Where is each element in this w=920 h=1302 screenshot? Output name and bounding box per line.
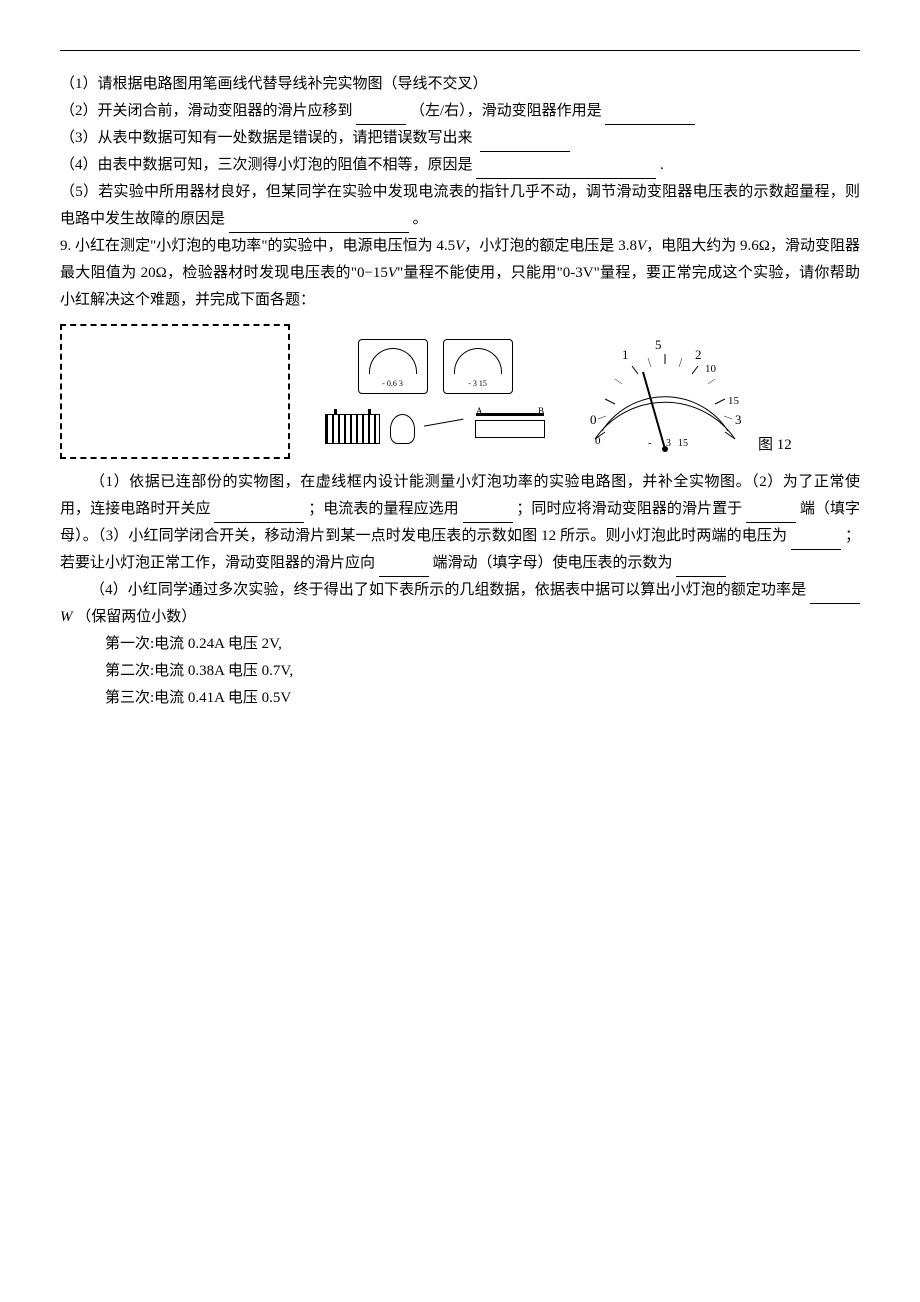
p9-blank-1[interactable] bbox=[214, 505, 304, 523]
gauge-small-15: 15 bbox=[678, 438, 688, 449]
q3-blank[interactable] bbox=[480, 134, 570, 152]
p9-blank-3[interactable] bbox=[746, 505, 796, 523]
gauge-inner-5: 5 bbox=[655, 337, 662, 352]
gauge-inner-10: 10 bbox=[705, 363, 717, 375]
p9-p2b: ；同时应将滑动变阻器的滑片置于 bbox=[516, 501, 742, 517]
ammeter-label: - 0.6 3 bbox=[359, 377, 427, 391]
p9-p3b: 端滑动（填字母）使电压表的示数为 bbox=[433, 555, 673, 571]
ammeter: - 0.6 3 bbox=[358, 339, 428, 394]
p9-blank-2[interactable] bbox=[463, 505, 513, 523]
q4-text-a: （4）由表中数据可知，三次测得小灯泡的阻值不相等，原因是 bbox=[60, 157, 473, 173]
problem-9-intro: 9. 小红在测定"小灯泡的电功率"的实验中，电源电压恒为 4.5V，小灯泡的额定… bbox=[60, 233, 860, 314]
q5-blank[interactable] bbox=[229, 215, 409, 233]
question-5: （5）若实验中所用器材良好，但某同学在实验中发现电流表的指针几乎不动，调节滑动变… bbox=[60, 179, 860, 233]
gauge-small-3: 3 bbox=[666, 438, 671, 449]
components-row: A B bbox=[315, 414, 555, 444]
gauge-outer-2: 2 bbox=[695, 347, 702, 362]
battery-icon bbox=[325, 414, 380, 444]
q4-blank[interactable] bbox=[476, 161, 656, 179]
rheostat-icon: A B bbox=[475, 420, 545, 438]
gauge-inner-0: 0 bbox=[595, 435, 601, 447]
problem-9-part-1: （1）依据已连部份的实物图，在虚线框内设计能测量小灯泡功率的实验电路图，并补全实… bbox=[60, 469, 860, 577]
gauge-outer-1: 1 bbox=[622, 347, 629, 362]
q2-blank-2[interactable] bbox=[605, 107, 695, 125]
q5-text-b: 。 bbox=[413, 211, 428, 227]
p9-p4b: （保留两位小数） bbox=[76, 609, 196, 625]
question-3: （3）从表中数据可知有一处数据是错误的，请把错误数写出来 bbox=[60, 125, 860, 152]
top-separator bbox=[60, 50, 860, 51]
p9-blank-4[interactable] bbox=[791, 532, 841, 550]
question-2: （2）开关闭合前，滑动变阻器的滑片应移到 （左/右），滑动变阻器作用是 bbox=[60, 98, 860, 125]
unit-v-1: V bbox=[455, 238, 464, 254]
q2-text-b: （左/右），滑动变阻器作用是 bbox=[410, 103, 602, 119]
unit-v-3: V bbox=[388, 265, 397, 281]
voltage-gauge: 0 1 2 3 0 5 10 15 - 3 15 bbox=[580, 324, 750, 459]
gauge-container: 0 1 2 3 0 5 10 15 - 3 15 图 12 bbox=[580, 324, 792, 459]
data-row-3: 第三次:电流 0.41A 电压 0.5V bbox=[105, 685, 860, 712]
gauge-minus: - bbox=[648, 438, 651, 449]
unit-w: W bbox=[60, 609, 73, 625]
gauge-inner-15: 15 bbox=[728, 395, 740, 407]
gauge-outer-3: 3 bbox=[735, 412, 742, 427]
problem-9-part-4: （4）小红同学通过多次实验，终于得出了如下表所示的几组数据，依据表中据可以算出小… bbox=[60, 577, 860, 631]
q4-text-b: . bbox=[660, 157, 664, 173]
p9-p4a: （4）小红同学通过多次实验，终于得出了如下表所示的几组数据，依据表中据可以算出小… bbox=[90, 582, 806, 598]
q5-text-a: （5）若实验中所用器材良好，但某同学在实验中发现电流表的指针几乎不动，调节滑动变… bbox=[60, 184, 860, 227]
p9-blank-6[interactable] bbox=[676, 559, 726, 577]
circuit-design-box[interactable] bbox=[60, 324, 290, 459]
p9-blank-7[interactable] bbox=[810, 586, 860, 604]
switch-icon bbox=[424, 418, 466, 440]
data-row-1: 第一次:电流 0.24A 电压 2V, bbox=[105, 631, 860, 658]
p9-p2a: ；电流表的量程应选用 bbox=[308, 501, 459, 517]
rheostat-label-a: A bbox=[476, 403, 483, 419]
q3-text-a: （3）从表中数据可知有一处数据是错误的，请把错误数写出来 bbox=[60, 130, 473, 146]
data-table: 第一次:电流 0.24A 电压 2V, 第二次:电流 0.38A 电压 0.7V… bbox=[105, 631, 860, 712]
question-4: （4）由表中数据可知，三次测得小灯泡的阻值不相等，原因是 . bbox=[60, 152, 860, 179]
figure-12-label: 图 12 bbox=[758, 432, 792, 459]
data-row-2: 第二次:电流 0.38A 电压 0.7V, bbox=[105, 658, 860, 685]
voltmeter: - 3 15 bbox=[443, 339, 513, 394]
p9-intro-b: ，小灯泡的额定电压是 3.8 bbox=[464, 238, 637, 254]
bulb-icon bbox=[390, 414, 415, 444]
voltmeter-label: - 3 15 bbox=[444, 377, 512, 391]
p9-blank-5[interactable] bbox=[379, 559, 429, 577]
q2-text-a: （2）开关闭合前，滑动变阻器的滑片应移到 bbox=[60, 103, 353, 119]
q2-blank-1[interactable] bbox=[356, 107, 406, 125]
unit-v-2: V bbox=[637, 238, 646, 254]
figure-row: - 0.6 3 - 3 15 A B bbox=[60, 324, 860, 459]
content-area: （1）请根据电路图用笔画线代替导线补完实物图（导线不交叉） （2）开关闭合前，滑… bbox=[60, 71, 860, 712]
question-1: （1）请根据电路图用笔画线代替导线补完实物图（导线不交叉） bbox=[60, 71, 860, 98]
p9-intro-a: 9. 小红在测定"小灯泡的电功率"的实验中，电源电压恒为 4.5 bbox=[60, 238, 455, 254]
gauge-outer-0: 0 bbox=[590, 412, 597, 427]
circuit-diagram: - 0.6 3 - 3 15 A B bbox=[310, 324, 560, 459]
meter-row: - 0.6 3 - 3 15 bbox=[315, 339, 555, 394]
gauge-needle bbox=[643, 372, 665, 449]
rheostat-label-b: B bbox=[538, 403, 544, 419]
